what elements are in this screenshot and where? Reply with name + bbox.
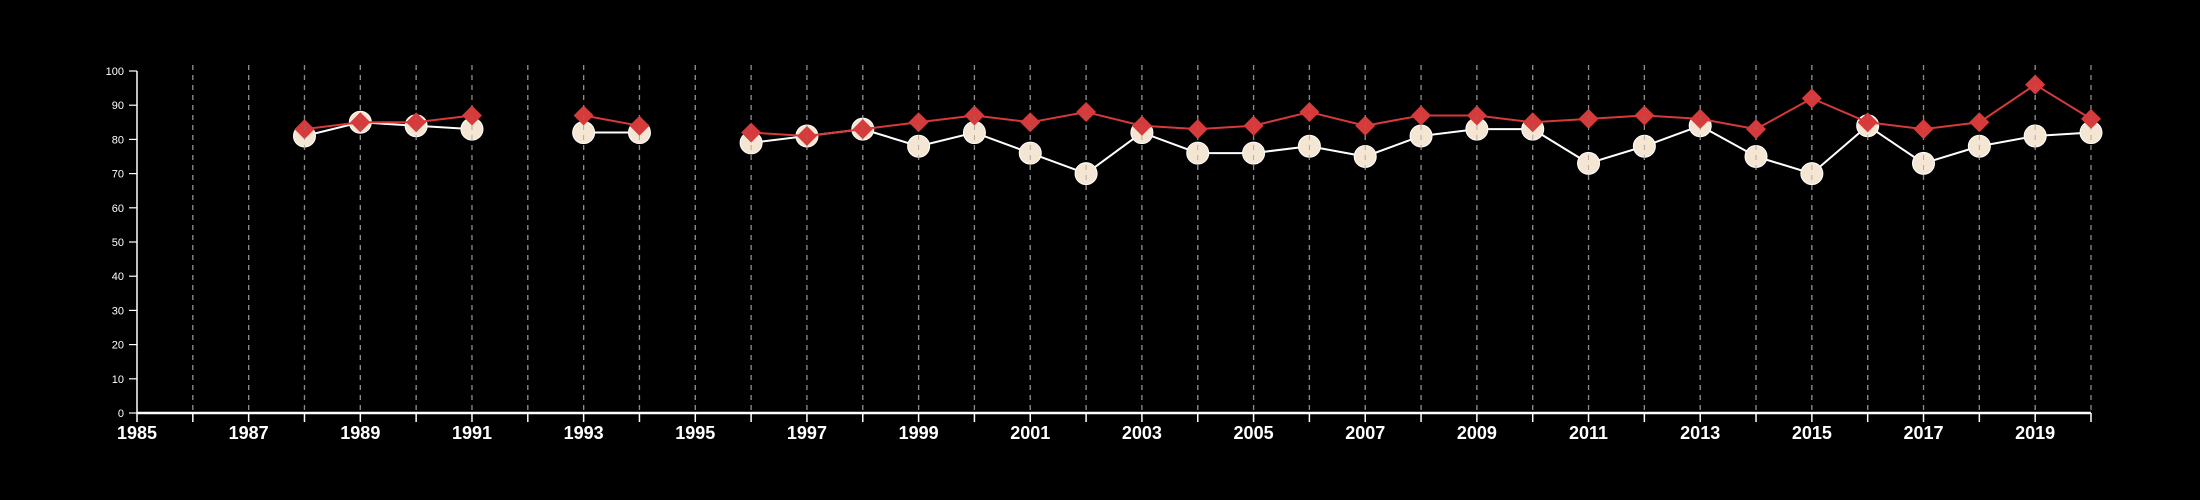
x-tick-label-2005: 2005 [1234,423,1274,443]
diamond-point-2018 [1969,112,1990,133]
y-tick-label-90: 90 [112,100,124,112]
diamond-point-2002 [1076,102,1097,123]
diamond-point-1989 [350,112,371,133]
grid-overlay [192,65,2092,413]
series-1-segment-2006 [1253,111,1310,127]
y-tick-label-10: 10 [112,374,124,386]
y-tick-label-0: 0 [118,408,124,420]
circle-point-2001 [1018,141,1042,165]
series-1-segment-2017 [1867,121,1924,131]
x-tick-label-1989: 1989 [340,423,380,443]
series-1-segment-2008 [1365,114,1422,127]
diamond-point-2010 [1522,112,1543,133]
x-tick-label-1999: 1999 [899,423,939,443]
circle-point-2011 [1577,151,1601,175]
x-tick-label-2003: 2003 [1122,423,1162,443]
diamond-point-1999 [908,112,929,133]
series-1-segment-2002 [1030,111,1087,124]
series-1-segment-2015 [1755,97,1813,131]
y-tick-label-20: 20 [112,340,124,352]
circle-point-2005 [1242,141,1266,165]
x-tick-label-2015: 2015 [1792,423,1832,443]
axes: 0 10 20 30 40 50 60 70 80 90 100 1985 1987 1989 1991 19… [106,66,2092,443]
diamond-point-2019 [2025,74,2046,95]
x-tick-label-1987: 1987 [229,423,269,443]
x-tick-label-1993: 1993 [564,423,604,443]
series-1-segment-2014 [1700,117,1757,131]
series-1-segment-2001 [974,114,1031,124]
series-1-segment-1998 [806,128,863,137]
x-tick-label-2001: 2001 [1010,423,1050,443]
y-tick-label-100: 100 [106,66,124,78]
series-1-segment-2000 [918,114,975,124]
series-1-segment-2016 [1811,97,1869,124]
x-tick-label-2009: 2009 [1457,423,1497,443]
series-1-segment-2007 [1309,111,1366,127]
circle-point-2002 [1074,162,1098,186]
series-1-segment-2018 [1923,121,1980,131]
series-1-segment-1991 [416,114,473,124]
series-1-segment-2010 [1476,114,1533,124]
x-tick-label-2013: 2013 [1680,423,1720,443]
diamond-point-2016 [1857,112,1878,133]
series [192,65,2103,413]
series-1-segment-1994 [583,114,640,127]
x-tick-label-1985: 1985 [117,423,157,443]
series-0-segment-2016 [1811,124,1869,175]
series-0-segment-2003 [1085,131,1143,175]
diamond-point-1990 [406,112,427,133]
x-tick-label-1991: 1991 [452,423,492,443]
x-tick-label-2017: 2017 [1903,423,1943,443]
y-tick-label-50: 50 [112,237,124,249]
series-1 [294,74,2101,146]
diamond-point-2006 [1299,102,1320,123]
y-tick-label-30: 30 [112,305,124,317]
series-1-segment-2020 [2034,83,2092,120]
diamond-point-2001 [1020,112,1041,133]
x-tick-label-2011: 2011 [1569,423,1608,443]
x-tick-label-2019: 2019 [2015,423,2055,443]
y-tick-label-60: 60 [112,203,124,215]
series-1-segment-2003 [1085,111,1143,127]
diamond-point-1996 [741,122,762,143]
y-tick-label-40: 40 [112,271,124,283]
x-tick-label-1997: 1997 [787,423,827,443]
series-1-segment-1989 [304,121,361,131]
circle-point-2015 [1800,162,1824,186]
series-1-segment-2019 [1978,83,2036,124]
series-1-segment-1999 [862,121,919,131]
series-0 [292,110,2103,186]
x-tick-label-2007: 2007 [1345,423,1385,443]
x-tick-label-1995: 1995 [675,423,715,443]
y-tick-label-80: 80 [112,134,124,146]
circle-point-2004 [1186,141,1210,165]
circle-point-2017 [1912,151,1936,175]
y-tick-label-70: 70 [112,169,124,181]
